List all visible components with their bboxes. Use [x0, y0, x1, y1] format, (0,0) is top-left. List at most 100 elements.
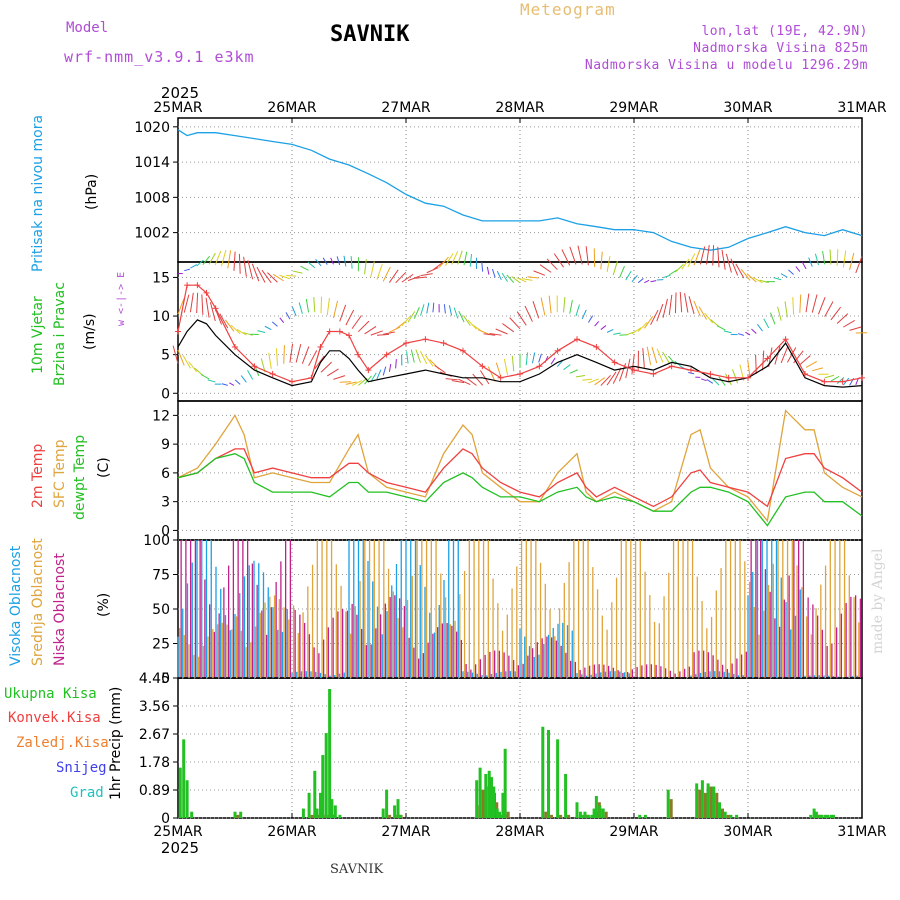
wind-arrow: [458, 378, 471, 386]
precip-total-bar: [700, 780, 704, 818]
precip-conv-bar: [703, 792, 707, 818]
wind-arrow: [740, 268, 751, 281]
wind-arrow: [463, 315, 471, 326]
wind-arrow: [343, 255, 347, 267]
wind-arrow: [279, 317, 285, 323]
year-bottom-label: 2025: [161, 839, 199, 857]
wind-arrow: [830, 306, 842, 321]
wind-arrow: [698, 306, 707, 320]
wind-arrow: [509, 317, 521, 330]
wind-arrow: [600, 251, 603, 270]
precip-total-bar: [315, 808, 319, 818]
wind-arrow: [483, 333, 496, 336]
precip-conv-bar: [310, 814, 314, 818]
wind-arrow: [214, 250, 222, 265]
ytick-label: 0: [161, 386, 170, 402]
wind-arrow: [451, 380, 465, 384]
wind-arrow: [339, 381, 351, 383]
precip-total-bar: [814, 811, 818, 818]
lonlat-label: lon,lat (19E, 42.9N): [701, 24, 868, 39]
wind-arrow: [516, 277, 527, 283]
wind-arrow: [752, 276, 763, 284]
precip-total-bar: [583, 811, 587, 818]
wind-arrow: [395, 321, 406, 330]
wind-arrow: [407, 275, 421, 282]
wind-arrow: [751, 328, 757, 334]
precip-total-bar: [541, 726, 545, 818]
wind-arrow: [289, 343, 294, 363]
wind-arrow: [382, 266, 391, 282]
wind-arrow: [233, 251, 236, 271]
wind-arrow: [477, 329, 490, 335]
wind-arrow: [376, 333, 390, 336]
ytick-label: 0: [161, 671, 170, 687]
wind-arrow: [364, 259, 367, 275]
precip-conv-bar: [236, 814, 240, 818]
precip-total-bar: [487, 770, 491, 818]
wind-arrow: [201, 294, 204, 315]
ytick-label: 1.78: [139, 755, 170, 771]
wind-arrow: [426, 267, 439, 274]
wind-arrow: [606, 328, 614, 333]
wind-arrow: [836, 377, 845, 384]
wind-arrow: [533, 270, 546, 276]
wind-arrow: [495, 328, 508, 335]
wind-arrow: [451, 251, 459, 265]
wind-arrow: [675, 263, 684, 273]
wind-arrow: [716, 325, 726, 331]
wind-arrow: [295, 344, 302, 363]
wind-arrow: [631, 274, 638, 283]
wind-arrow: [339, 304, 347, 322]
wind-arrow: [243, 256, 247, 277]
wind-arrow: [420, 304, 425, 316]
wind-arrow: [230, 324, 241, 335]
wind-arrow: [650, 280, 657, 283]
wind-arrow: [706, 245, 710, 265]
precip-total-bar: [643, 814, 647, 818]
wind-arrow: [585, 246, 589, 266]
wind-arrow: [737, 333, 745, 336]
wind-arrow: [842, 250, 847, 268]
wind-arrow: [444, 253, 454, 266]
wind-arrow: [656, 348, 664, 363]
precip-total-bar: [385, 789, 389, 818]
wind-arrow: [389, 269, 399, 283]
wind-arrow: [184, 268, 191, 272]
ytick-label: 15: [152, 270, 170, 286]
wind-arrow: [458, 310, 465, 323]
wind-arrow: [370, 330, 383, 336]
precip-conv-bar: [544, 811, 548, 818]
xtick-top-label: 26MAR: [267, 100, 316, 116]
wind-arrow: [849, 326, 862, 331]
wind-arrow: [395, 271, 407, 284]
wind-arrow: [600, 374, 611, 386]
precip-total-bar: [581, 814, 585, 818]
wind-arrow: [251, 263, 260, 282]
ytick-label: 3: [161, 495, 170, 511]
precip-total-bar: [492, 786, 496, 818]
wind-arrow: [305, 298, 310, 313]
wind-arrow: [619, 266, 625, 278]
precip-total-bar: [478, 767, 482, 818]
legend-conv: Konvek.Kisa: [8, 710, 101, 726]
precip-total-bar: [666, 789, 670, 818]
wind-arrow: [646, 346, 652, 365]
wind-arrow: [414, 276, 427, 279]
wind-arrow: [196, 292, 199, 314]
precip-conv-bar: [604, 811, 608, 818]
wind-arrow: [637, 278, 644, 284]
wind-arrow: [272, 321, 278, 327]
wind-arrow: [332, 300, 339, 319]
wind-arrow: [811, 294, 818, 313]
wind-arrow: [469, 254, 472, 267]
legend-frz: Zaledj.Kisa: [16, 735, 109, 751]
xtick-bottom-label: 30MAR: [723, 824, 772, 840]
wind-arrow: [291, 306, 297, 317]
wind-arrow: [465, 376, 477, 386]
wind-arrow: [406, 351, 409, 364]
xtick-top-label: 27MAR: [381, 100, 430, 116]
wind-arrow: [688, 296, 695, 315]
wind-arrow: [843, 319, 855, 328]
wind-arrow: [795, 266, 801, 272]
wind-arrow: [257, 330, 266, 333]
